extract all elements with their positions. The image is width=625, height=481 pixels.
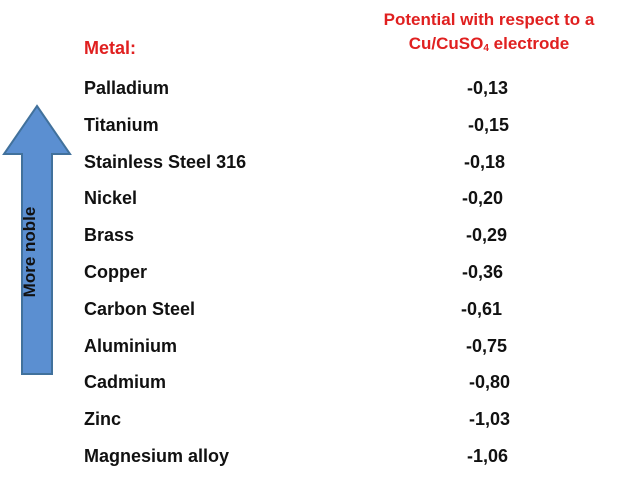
metal-name: Copper bbox=[84, 261, 147, 282]
metal-name: Palladium bbox=[84, 78, 170, 98]
more-noble-label: More noble bbox=[20, 206, 39, 298]
more-noble-arrow-icon bbox=[2, 104, 72, 375]
metal-name: Brass bbox=[84, 225, 135, 246]
potential-value: -0,29 bbox=[466, 225, 508, 246]
potential-value: -0,80 bbox=[469, 372, 511, 393]
metal-name: Titanium bbox=[84, 114, 159, 135]
potential-value: -0,15 bbox=[468, 114, 510, 135]
metal-column-header: Metal: bbox=[84, 38, 137, 58]
potential-header-line-1: Potential with respect to a bbox=[383, 10, 595, 29]
potential-list: -0,13 -0,15 -0,18 -0,20 -0,29 -0,36 -0,6… bbox=[440, 76, 510, 481]
metal-name: Carbon Steel bbox=[84, 298, 196, 319]
potential-header-line-2: Cu/CuSO4 electrode bbox=[354, 32, 624, 59]
potential-value: -0,18 bbox=[464, 151, 506, 172]
potential-value: -0,61 bbox=[461, 298, 503, 319]
potential-value: -0,75 bbox=[466, 335, 508, 356]
metal-list: Palladium Titanium Stainless Steel 316 N… bbox=[84, 76, 246, 481]
metal-name: Stainless Steel 316 bbox=[84, 151, 247, 172]
potential-header-electrode-suffix: electrode bbox=[488, 34, 570, 53]
potential-value: -1,06 bbox=[467, 445, 509, 466]
potential-value: -0,13 bbox=[467, 78, 509, 98]
potential-value: -0,36 bbox=[462, 261, 504, 282]
potential-header-electrode: Cu/CuSO bbox=[408, 34, 484, 53]
potential-column-header: Potential with respect to a Cu/CuSO4 ele… bbox=[354, 8, 624, 59]
potential-header-subscript: 4 bbox=[483, 43, 489, 54]
metal-name: Magnesium alloy bbox=[84, 445, 230, 466]
potential-value: -1,03 bbox=[469, 409, 511, 430]
metal-name: Cadmium bbox=[84, 372, 167, 393]
metal-name: Aluminium bbox=[84, 335, 177, 356]
metal-name: Zinc bbox=[84, 409, 122, 430]
metal-name: Nickel bbox=[84, 188, 138, 209]
potential-value: -0,20 bbox=[462, 188, 504, 209]
